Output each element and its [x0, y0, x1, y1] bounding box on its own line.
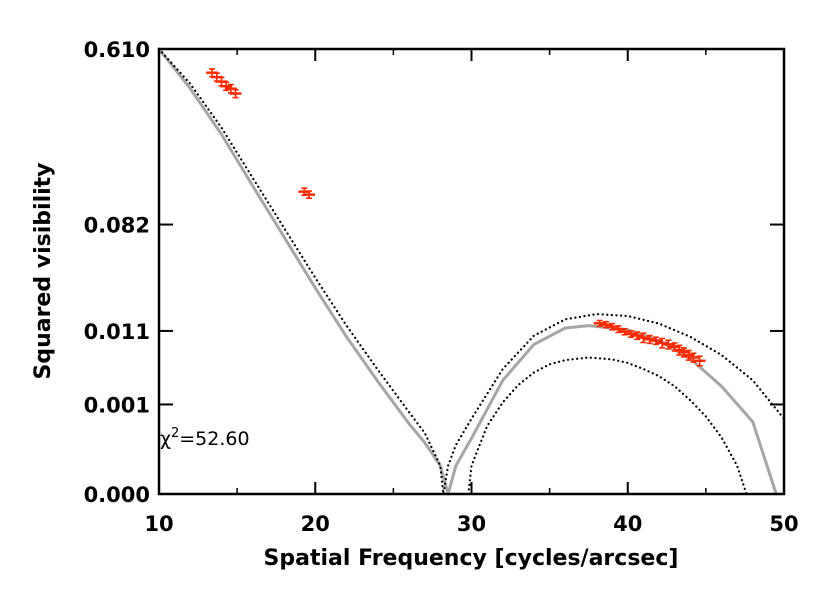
bound-curve-1 — [157, 47, 786, 496]
model-curve — [157, 47, 778, 496]
chi-value: =52.60 — [179, 428, 249, 450]
x-tick-label: 10 — [144, 512, 173, 536]
chi-superscript: 2 — [171, 426, 179, 441]
data-point — [229, 88, 242, 99]
data-point — [593, 319, 606, 328]
data-point — [656, 337, 669, 349]
x-tick-label: 30 — [457, 512, 486, 536]
y-tick-label: 0.011 — [84, 320, 150, 344]
bound-curve-2 — [467, 356, 748, 496]
data-point — [649, 336, 662, 346]
model-curves — [157, 47, 786, 496]
plot-frame — [157, 47, 786, 496]
data-point — [637, 332, 650, 344]
x-tick-label: 20 — [301, 512, 330, 536]
data-point — [662, 339, 675, 350]
y-tick-label: 0.082 — [84, 214, 150, 238]
data-points — [206, 68, 706, 367]
data-point — [687, 352, 700, 363]
x-tick-label: 50 — [769, 512, 798, 536]
data-point — [693, 355, 706, 367]
y-tick-label: 0.001 — [84, 393, 150, 417]
x-tick-label: 40 — [613, 512, 642, 536]
y-tick-label: 0.610 — [84, 38, 150, 62]
chi-symbol: χ — [160, 428, 171, 450]
y-axis-title: Squared visibility — [31, 162, 56, 379]
data-point — [624, 330, 637, 339]
chi-square-annotation: χ2=52.60 — [160, 426, 250, 450]
axis-ticks — [158, 48, 785, 495]
data-point — [643, 334, 656, 345]
tick-labels: 10 20 30 40 50 0.000 0.001 0.011 0.082 0.610 — [84, 38, 799, 536]
data-point — [631, 331, 644, 341]
data-point — [303, 190, 315, 200]
y-tick-label: 0.000 — [84, 483, 150, 507]
x-axis-title: Spatial Frequency [cycles/arcsec] — [264, 546, 679, 571]
